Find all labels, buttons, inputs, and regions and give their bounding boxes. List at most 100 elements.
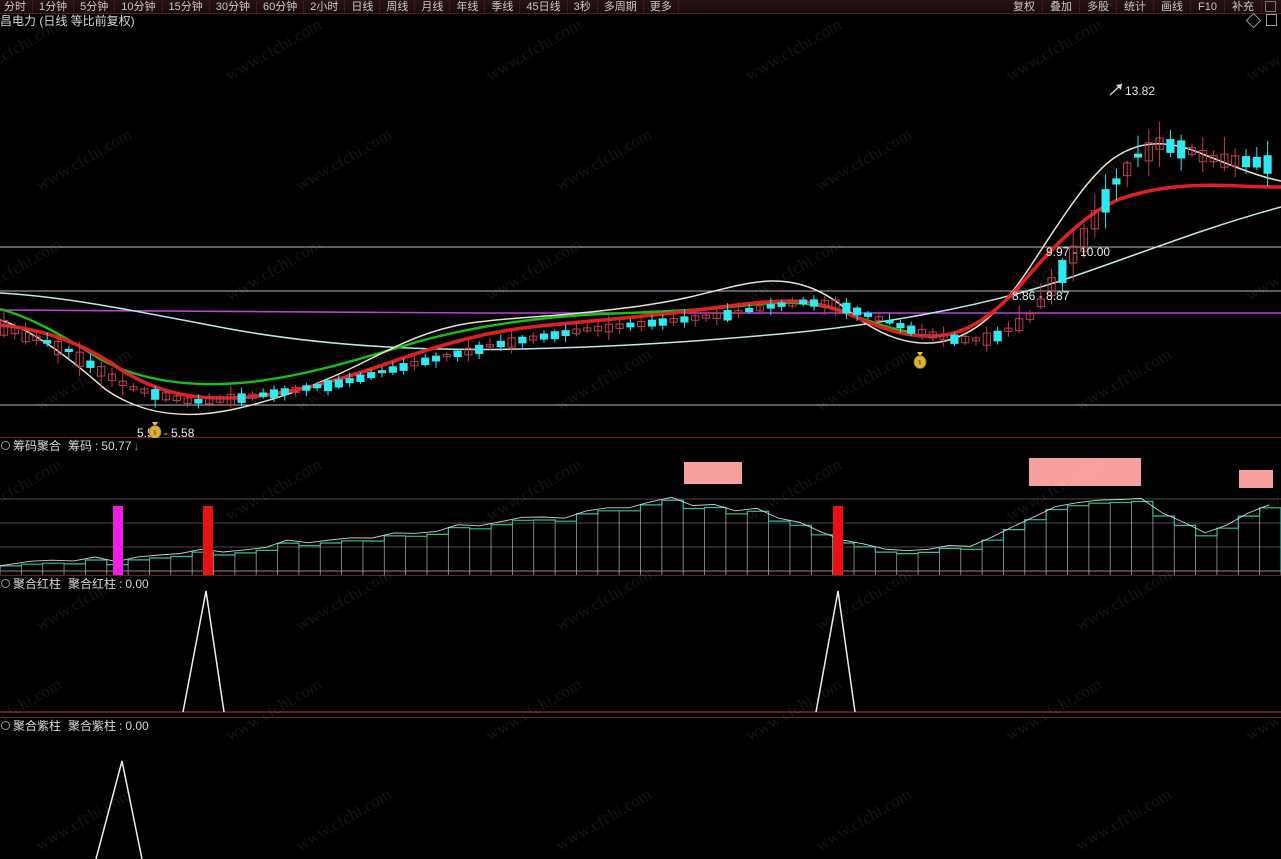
candle-body — [993, 330, 1002, 342]
candle-body — [961, 335, 970, 344]
period-button-16[interactable]: 更多 — [644, 0, 679, 13]
period-button-11[interactable]: 年线 — [450, 0, 486, 13]
candle-body — [680, 316, 689, 323]
price-chart-svg[interactable] — [0, 29, 1281, 438]
period-button-10[interactable]: 月线 — [415, 0, 451, 13]
period-button-1[interactable]: 1分钟 — [33, 0, 75, 13]
window-icon[interactable] — [1266, 14, 1277, 26]
candle-body — [863, 312, 873, 317]
purplebar-colon: : — [119, 718, 123, 733]
tool-button-5[interactable]: F10 — [1191, 0, 1225, 13]
stock-title: 昌电力 (日线 等比前复权) — [0, 14, 135, 28]
chips-highlight-block — [1239, 470, 1273, 488]
candle-body — [788, 300, 797, 307]
purple-bar-panel[interactable]: 聚合紫柱 聚合紫柱 : 0.00 — [0, 718, 1281, 859]
candle-body — [701, 314, 711, 319]
candle-body — [259, 392, 268, 397]
chips-panel-header: 筹码聚合 筹码 : 50.77 ↓ — [0, 438, 139, 453]
tool-button-2[interactable]: 多股 — [1080, 0, 1118, 13]
candle-body — [971, 337, 981, 342]
candle-body — [626, 322, 635, 328]
period-button-3[interactable]: 10分钟 — [115, 0, 163, 13]
tool-button-4[interactable]: 画线 — [1154, 0, 1192, 13]
candle-body — [874, 316, 883, 322]
candle-body — [583, 327, 592, 332]
candle-body — [1220, 153, 1229, 168]
purplebar-indicator-name: 聚合紫柱 — [13, 718, 62, 733]
redbar-spike-1 — [182, 590, 225, 713]
period-button-0[interactable]: 分时 — [0, 0, 33, 13]
tool-button-1[interactable]: 叠加 — [1043, 0, 1081, 13]
candle-body — [917, 328, 927, 336]
purplebar-chart-svg[interactable] — [0, 718, 1281, 859]
chips-value-label: 筹码 — [68, 438, 93, 453]
period-button-14[interactable]: 3秒 — [568, 0, 598, 13]
chips-highlight-block — [1029, 458, 1141, 486]
candle-body — [302, 385, 311, 391]
indicator-toggle-icon[interactable] — [1, 441, 10, 450]
candle-body — [723, 310, 732, 321]
chips-highlight-block — [684, 462, 742, 484]
chips-indicator-name: 筹码聚合 — [13, 438, 62, 453]
period-button-12[interactable]: 季线 — [485, 0, 521, 13]
window-toggle-icon[interactable] — [1265, 1, 1276, 12]
candle-body — [1133, 153, 1143, 158]
candle-body — [442, 353, 451, 358]
candle-body — [658, 318, 667, 326]
ma-purple-line — [0, 309, 1281, 315]
redbar-value-label: 聚合红柱 — [68, 576, 117, 591]
candle-body — [1058, 259, 1067, 283]
period-button-5[interactable]: 30分钟 — [210, 0, 257, 13]
chips-chart-svg[interactable] — [0, 438, 1281, 576]
redbar-chart-svg[interactable] — [0, 576, 1281, 718]
ma-white-line — [0, 143, 1281, 416]
tool-button-6[interactable]: 补充 — [1225, 0, 1262, 13]
period-button-9[interactable]: 周线 — [380, 0, 416, 13]
candle-body — [248, 393, 257, 399]
money-bag-icon: ¥ — [148, 422, 162, 438]
chart-title-bar: 昌电力 (日线 等比前复权) — [0, 12, 1281, 29]
indicator-toggle-icon[interactable] — [1, 721, 10, 730]
red-bar-panel[interactable]: 聚合红柱 聚合红柱 : 0.00 — [0, 576, 1281, 718]
redbar-panel-header: 聚合红柱 聚合红柱 : 0.00 — [0, 576, 149, 591]
candle-body — [669, 318, 678, 323]
candle-body — [939, 334, 948, 341]
candle-body — [32, 335, 41, 341]
candle-body — [928, 331, 937, 339]
candle-body — [766, 304, 775, 309]
candle-body — [107, 373, 117, 381]
candle-body — [215, 396, 225, 403]
chips-arrow-icon: ↓ — [133, 438, 140, 453]
candle-body — [129, 386, 138, 391]
candle-body — [853, 307, 862, 316]
period-button-4[interactable]: 15分钟 — [163, 0, 210, 13]
candle-body — [10, 326, 19, 335]
period-button-8[interactable]: 日线 — [345, 0, 381, 13]
ma-red-line — [0, 183, 1281, 400]
candle-body — [1069, 245, 1078, 264]
period-button-2[interactable]: 5分钟 — [74, 0, 116, 13]
candle-body — [334, 379, 343, 388]
indicator-toggle-icon[interactable] — [1, 579, 10, 588]
candle-body — [539, 333, 549, 340]
diamond-icon[interactable] — [1245, 12, 1262, 28]
candle-body — [421, 357, 430, 366]
candle-body — [377, 370, 387, 374]
chips-aggregation-panel[interactable]: 筹码聚合 筹码 : 50.77 ↓ — [0, 438, 1281, 576]
period-button-15[interactable]: 多周期 — [598, 0, 644, 13]
candle-body — [691, 315, 700, 321]
candle-body — [1263, 155, 1272, 174]
candle-body — [367, 372, 376, 379]
period-button-6[interactable]: 60分钟 — [257, 0, 305, 13]
candle-body — [43, 340, 52, 344]
candle-body — [280, 388, 289, 396]
price-chart-panel[interactable]: 13.82 9.97 - 10.00 8.86 - 8.87 5.56 - 5.… — [0, 29, 1281, 438]
tool-button-group: 复权 叠加 多股 统计 画线 F10 补充 — [1006, 0, 1279, 13]
chips-trace-line — [0, 496, 1270, 567]
top-toolbar: 分时 1分钟 5分钟 10分钟 15分钟 30分钟 60分钟 2小时 日线 周线 月线 年线 季线 45日… — [0, 0, 1281, 14]
period-button-7[interactable]: 2小时 — [304, 0, 346, 13]
period-button-13[interactable]: 45日线 — [520, 0, 568, 13]
redbar-indicator-name: 聚合红柱 — [13, 576, 62, 591]
tool-button-3[interactable]: 统计 — [1117, 0, 1155, 13]
tool-button-0[interactable]: 复权 — [1006, 0, 1044, 13]
